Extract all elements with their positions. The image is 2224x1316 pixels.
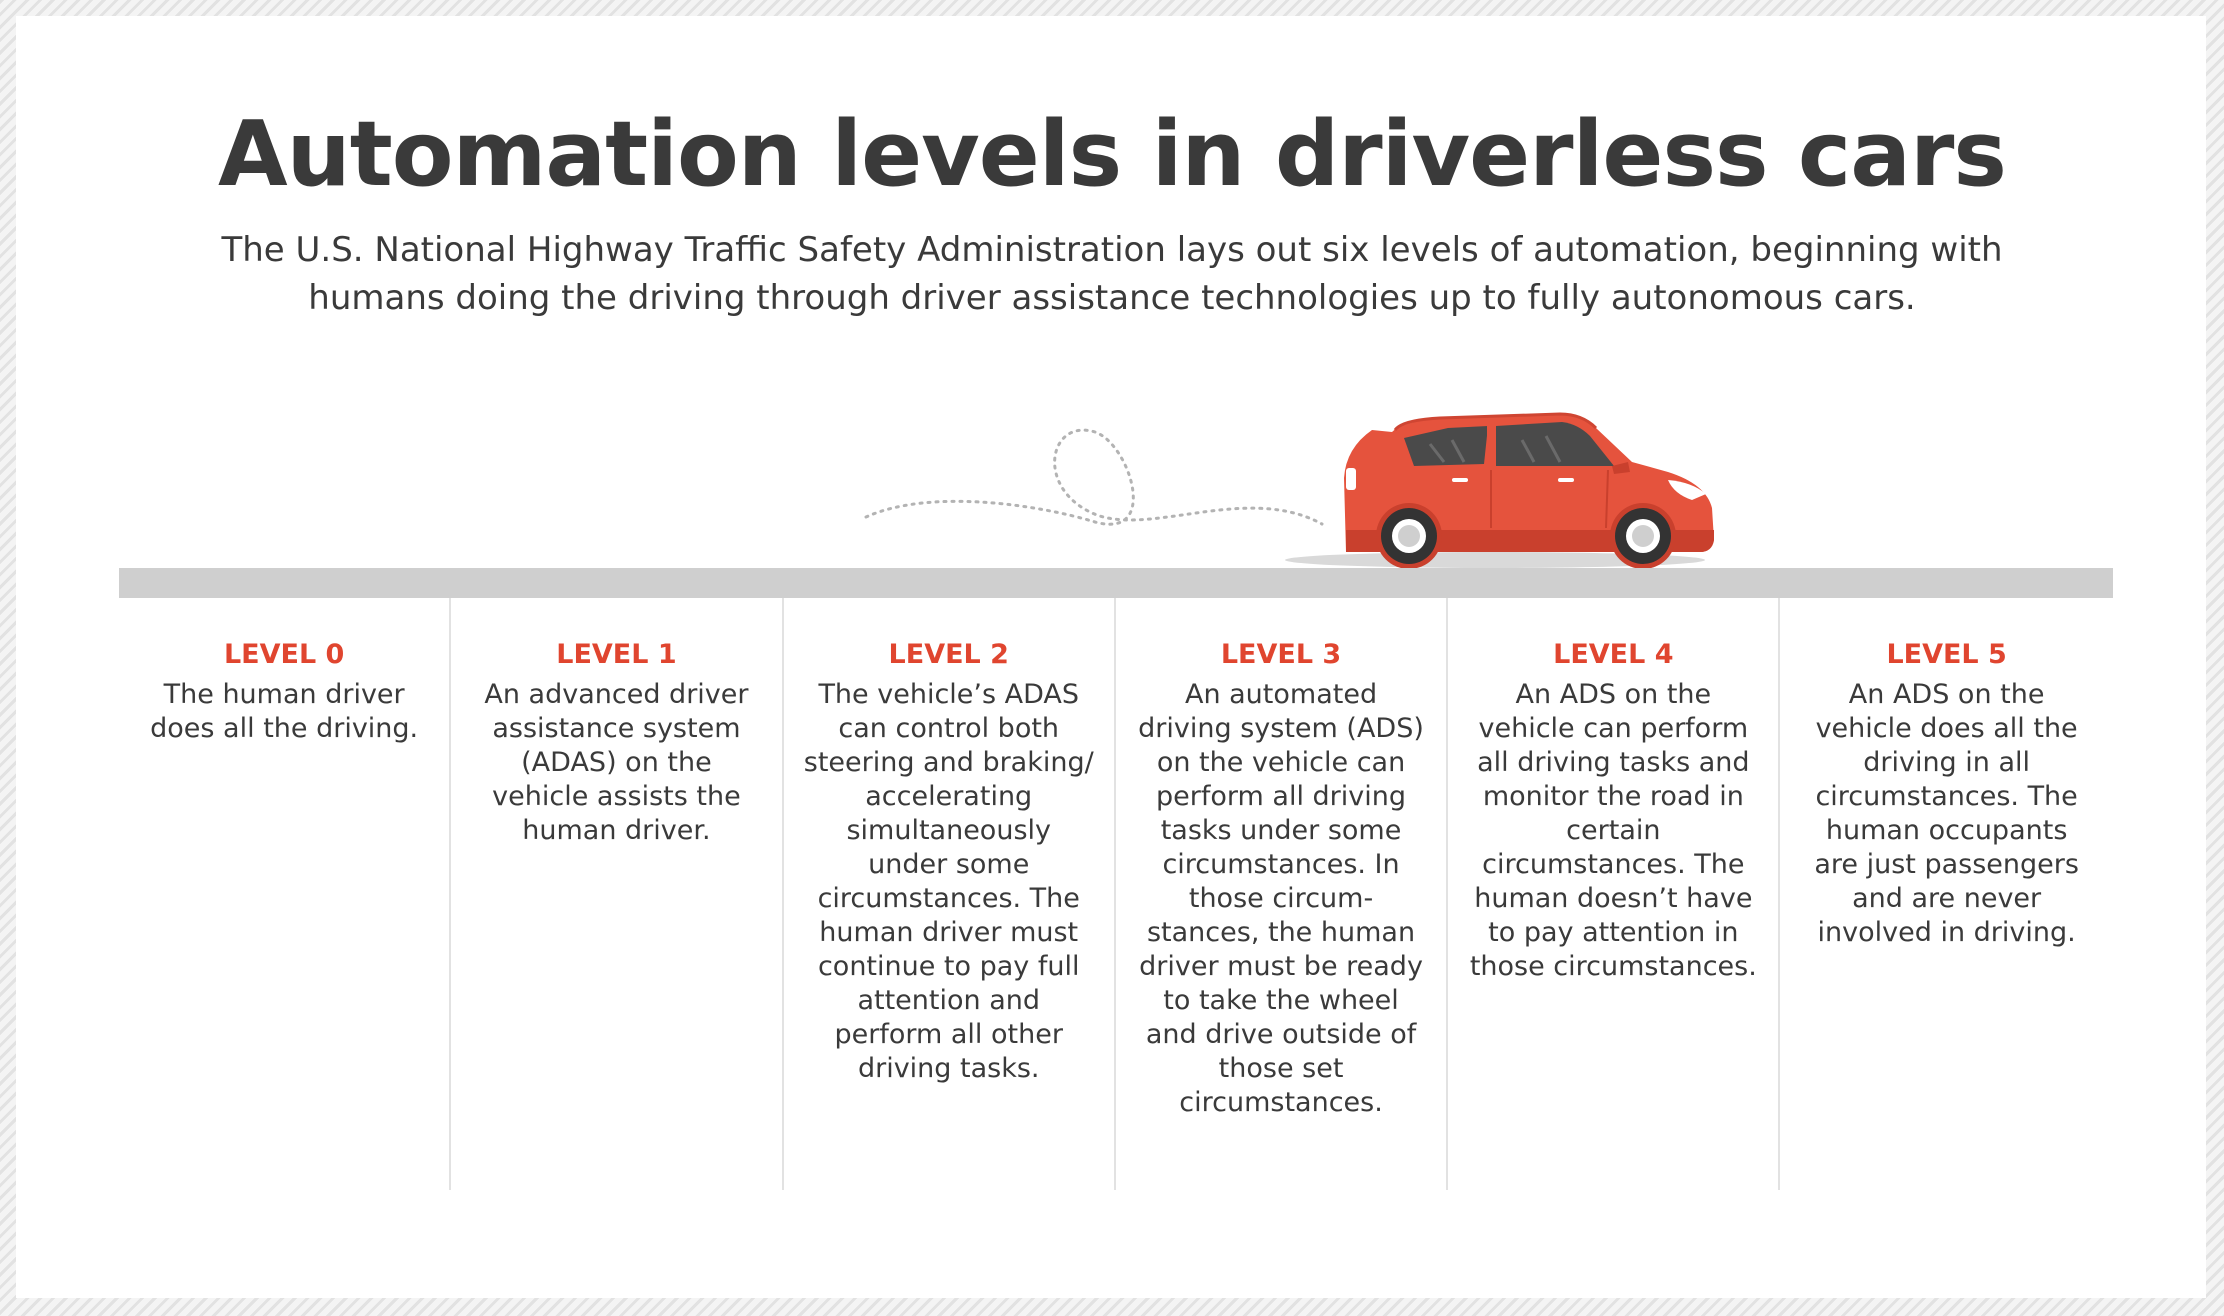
level-column: LEVEL 3 An automated driving system (ADS… — [1116, 598, 1449, 1190]
car-icon — [1285, 412, 1714, 569]
level-label: LEVEL 4 — [1553, 639, 1674, 670]
page-title: Automation levels in driverless cars — [218, 102, 2007, 207]
infographic-card — [16, 16, 2206, 1298]
level-column: LEVEL 0 The human driver does all the dr… — [119, 598, 452, 1190]
level-label: LEVEL 2 — [888, 639, 1009, 670]
level-description: An ADS on the vehicle does all the drivi… — [1814, 679, 2079, 948]
level-column: LEVEL 5 An ADS on the vehicle does all t… — [1780, 598, 2112, 1190]
level-description: The human driver does all the driving. — [150, 679, 419, 744]
level-column: LEVEL 2 The vehicle’s ADAS can control b… — [784, 598, 1116, 1190]
level-description: An ADS on the vehicle can perform all dr… — [1469, 679, 1757, 982]
level-label: LEVEL 1 — [556, 639, 677, 670]
levels-table: LEVEL 0 The human driver does all the dr… — [119, 598, 2113, 1190]
road — [119, 568, 2113, 598]
level-description: The vehicle’s ADAS can control both stee… — [803, 679, 1094, 1084]
road-illustration — [864, 412, 1714, 569]
level-label: LEVEL 5 — [1886, 639, 2007, 670]
level-description: An advanced driver assistance system (AD… — [484, 679, 749, 846]
level-column: LEVEL 4 An ADS on the vehicle can perfor… — [1448, 598, 1781, 1190]
dotted-path-icon — [864, 428, 1324, 526]
page-subtitle: The U.S. National Highway Traffic Safety… — [221, 230, 2003, 318]
level-column: LEVEL 1 An advanced driver assistance sy… — [451, 598, 784, 1190]
level-description: An automated driving system (ADS) on the… — [1138, 679, 1424, 1118]
level-label: LEVEL 3 — [1220, 639, 1342, 670]
level-label: LEVEL 0 — [223, 639, 345, 670]
